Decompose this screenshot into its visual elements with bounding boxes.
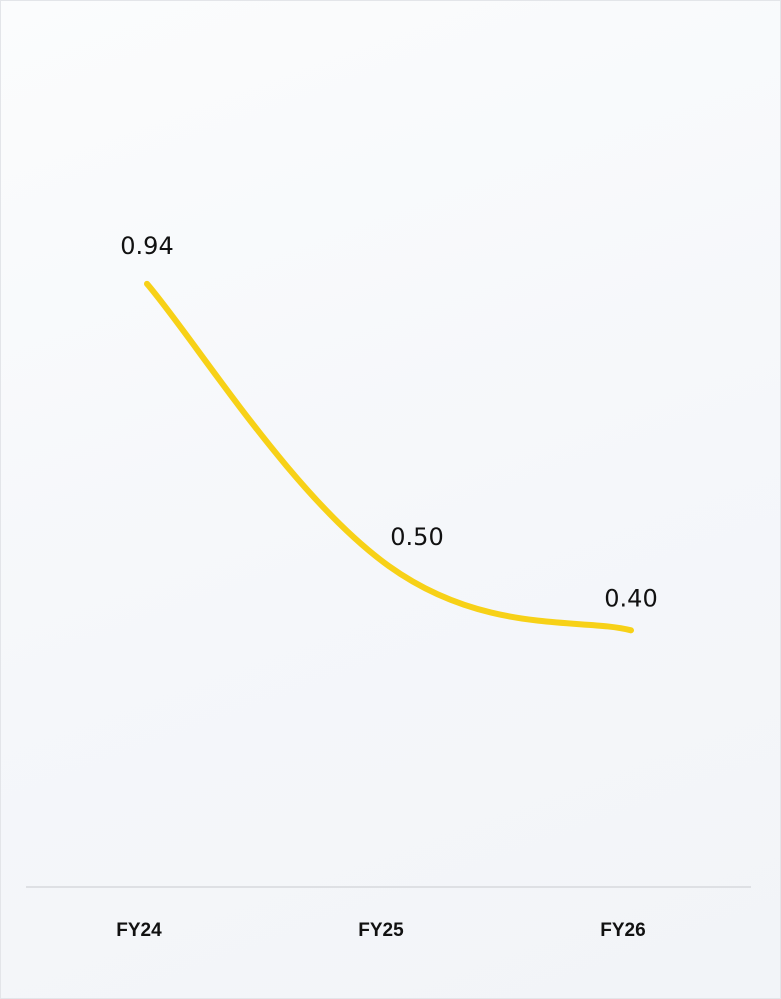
- x-tick-fy25: FY25: [358, 920, 404, 941]
- data-label-fy24: 0.94: [120, 232, 173, 260]
- data-label-fy25: 0.50: [390, 523, 443, 551]
- x-tick-labels: FY24 FY25 FY26: [116, 920, 645, 941]
- x-tick-fy24: FY24: [116, 920, 162, 941]
- data-label-fy26: 0.40: [604, 584, 657, 612]
- x-tick-fy26: FY26: [600, 920, 645, 941]
- data-labels: 0.94 0.50 0.40: [120, 232, 657, 612]
- series-line: [144, 280, 634, 634]
